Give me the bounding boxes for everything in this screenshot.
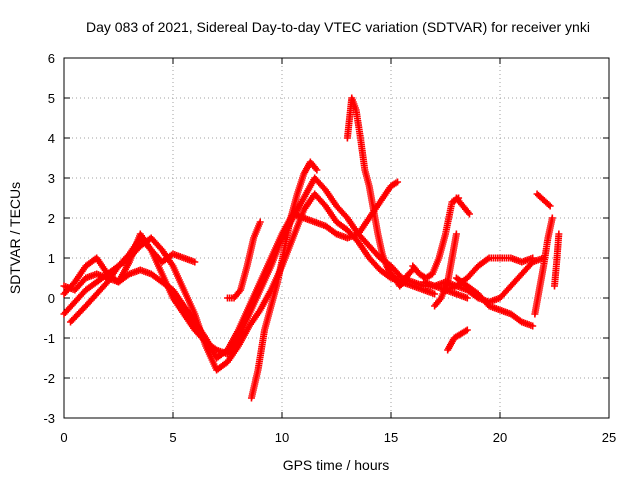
- series-arc-e: [224, 218, 264, 302]
- y-tick-label: -3: [43, 411, 55, 426]
- axis-ticks: [63, 57, 610, 419]
- data-point-marker: [465, 210, 473, 218]
- data-point-marker: [555, 230, 563, 238]
- series-arc-m: [442, 254, 537, 294]
- data-point-marker: [545, 201, 553, 209]
- x-tick-label: 15: [384, 430, 398, 445]
- data-point-marker: [191, 258, 199, 266]
- series-arc-o: [531, 214, 556, 318]
- data-points: [60, 94, 563, 402]
- x-tick-label: 5: [169, 430, 176, 445]
- data-point-marker: [256, 218, 264, 226]
- series-arc-k: [444, 326, 471, 354]
- y-tick-label: 3: [48, 171, 55, 186]
- series-arc-n: [452, 274, 537, 330]
- series-arc-h: [409, 194, 463, 282]
- data-point-marker: [463, 326, 471, 334]
- series-arc-j: [431, 230, 460, 310]
- data-point-marker: [529, 322, 537, 330]
- data-point-marker: [546, 202, 554, 210]
- y-tick-label: 1: [48, 251, 55, 266]
- chart-title: Day 083 of 2021, Sidereal Day-to-day VTE…: [86, 19, 590, 35]
- x-tick-label: 20: [493, 430, 507, 445]
- data-point-marker: [463, 294, 471, 302]
- series-arc-c: [67, 174, 471, 358]
- series-arc-g: [343, 94, 417, 290]
- plot-frame: [63, 57, 610, 419]
- y-tick-label: -2: [43, 371, 55, 386]
- x-tick-labels: 0 5 10 15 20 25: [60, 430, 616, 445]
- x-tick-label: 10: [275, 430, 289, 445]
- y-tick-label: 6: [48, 51, 55, 66]
- y-tick-labels: -3 -2 -1 0 1 2 3 4 5 6: [43, 51, 55, 426]
- series-arc-p: [533, 190, 554, 210]
- series-arc-i: [452, 194, 473, 218]
- data-point-marker: [548, 214, 556, 222]
- x-tick-label: 25: [602, 430, 616, 445]
- x-axis-label: GPS time / hours: [283, 457, 390, 473]
- data-point-marker: [529, 254, 537, 262]
- y-tick-label: 2: [48, 211, 55, 226]
- y-tick-label: 5: [48, 91, 55, 106]
- y-tick-label: 4: [48, 131, 55, 146]
- data-point-marker: [431, 290, 439, 298]
- series-arc-f: [247, 158, 321, 402]
- x-tick-label: 0: [60, 430, 67, 445]
- series-arc-q: [551, 230, 563, 290]
- data-point-marker: [313, 166, 321, 174]
- series-arc-d: [60, 230, 199, 298]
- grid-lines: [64, 58, 609, 418]
- y-tick-label: -1: [43, 331, 55, 346]
- data-point-marker: [452, 230, 460, 238]
- data-point-marker: [394, 178, 402, 186]
- y-axis-label: SDTVAR / TECUs: [7, 182, 23, 294]
- y-tick-label: 0: [48, 291, 55, 306]
